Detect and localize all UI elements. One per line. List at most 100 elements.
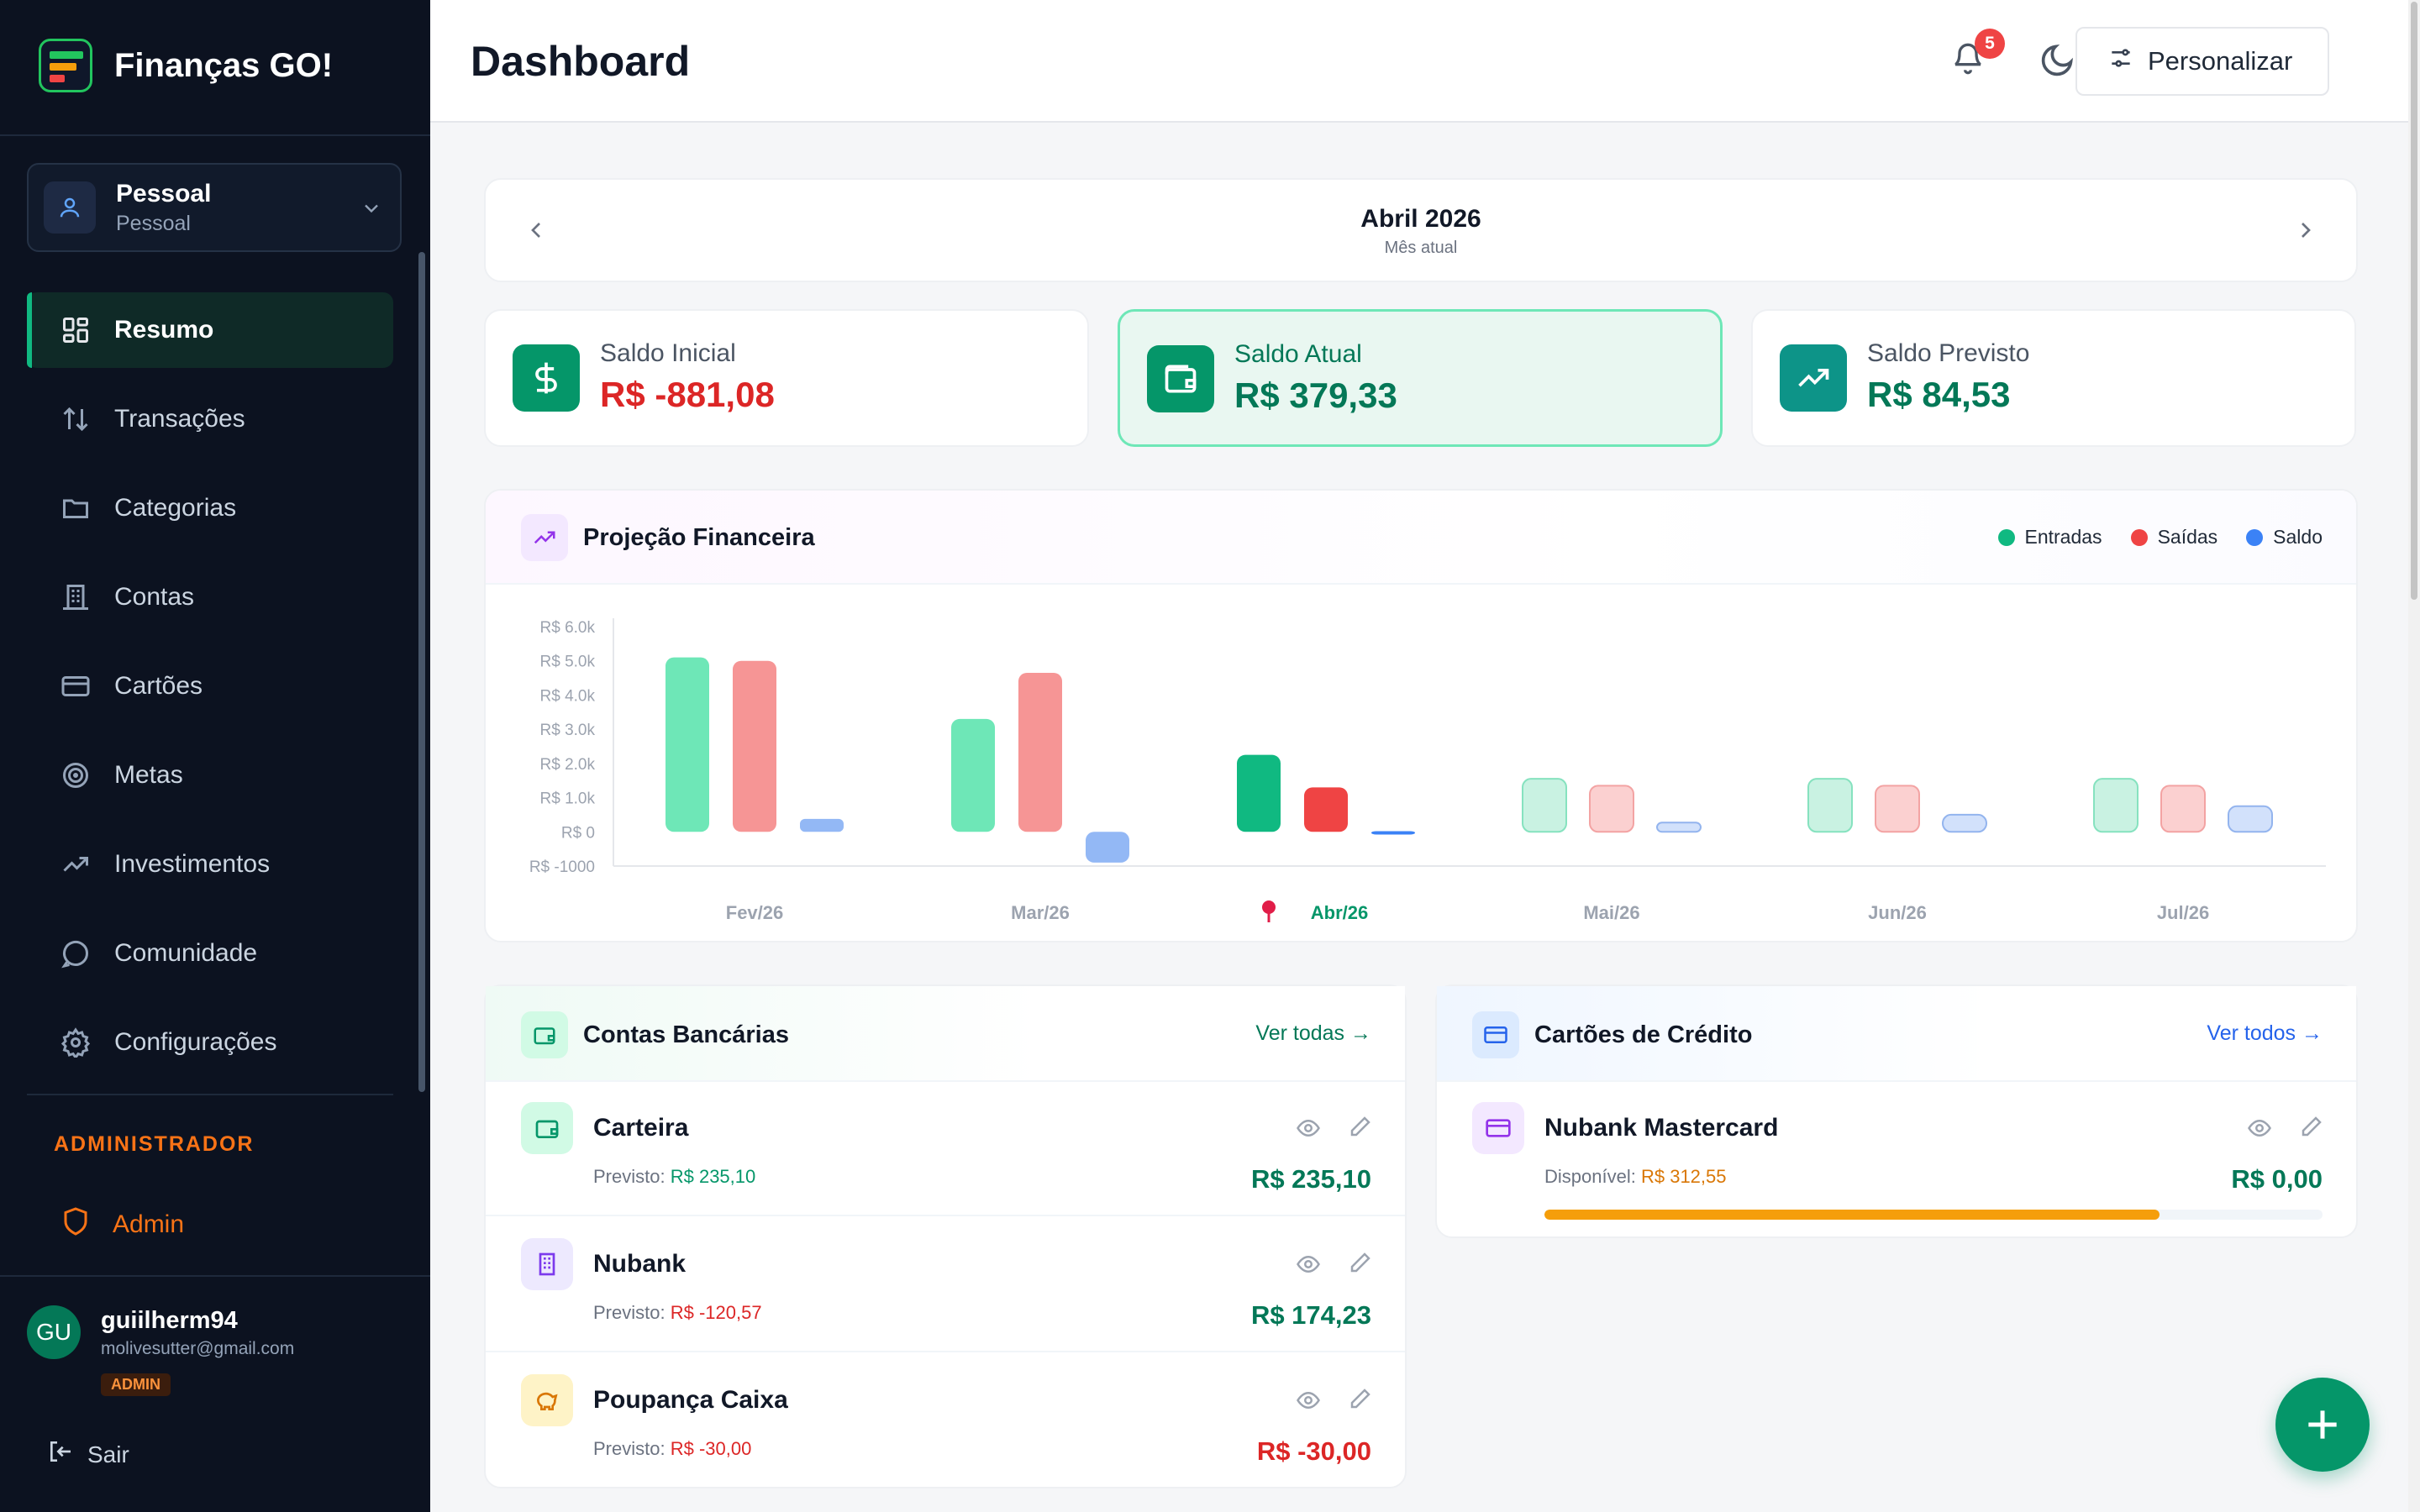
account-name: Poupança Caixa	[593, 1386, 788, 1414]
divider	[27, 1094, 393, 1095]
chart-bar-entradas	[1522, 778, 1567, 833]
profile-name: Pessoal	[116, 179, 212, 207]
card-available: Disponível: R$ 312,55	[1544, 1166, 1727, 1188]
customize-button[interactable]: Personalizar	[2075, 27, 2329, 96]
eye-icon[interactable]	[2247, 1116, 2272, 1145]
forecast-label: Previsto:	[593, 1166, 666, 1187]
sidebar-item-admin[interactable]: Admin	[60, 1206, 184, 1243]
chevron-left-icon	[531, 223, 540, 238]
trending-up-icon	[521, 514, 568, 561]
forecast-value: R$ 235,10	[670, 1166, 756, 1187]
add-transaction-button[interactable]	[2275, 1378, 2370, 1472]
chevron-down-icon	[360, 197, 383, 224]
profile-type: Pessoal	[116, 211, 191, 235]
kpi-label: Saldo Inicial	[600, 339, 736, 367]
credit-card-row[interactable]: Nubank Mastercard Disponível: R$ 312,55 …	[1437, 1082, 2356, 1216]
legend-item[interactable]: Saldo	[2246, 526, 2323, 549]
y-tick-label: R$ 1.0k	[540, 790, 596, 808]
edit-icon[interactable]	[1348, 1250, 1373, 1279]
credit-cards-panel: Cartões de Crédito Ver todos → Nubank Ma…	[1435, 984, 2358, 1238]
legend-label: Entradas	[2024, 526, 2102, 548]
logout-button[interactable]: Sair	[47, 1438, 129, 1471]
sidebar-item-categorias[interactable]: Categorias	[27, 470, 393, 546]
piggy-bank-icon	[521, 1374, 573, 1426]
card-icon	[59, 669, 92, 703]
legend-item[interactable]: Saídas	[2130, 526, 2217, 549]
kpi-saldo-previsto[interactable]: Saldo Previsto R$ 84,53	[1751, 309, 2356, 447]
plus-icon	[2308, 1410, 2337, 1439]
account-forecast: Previsto: R$ -30,00	[593, 1438, 751, 1460]
account-row[interactable]: Nubank Previsto: R$ -120,57 R$ 174,23	[486, 1218, 1405, 1352]
sidebar-item-configuracoes[interactable]: Configurações	[27, 1005, 393, 1080]
sidebar-nav: Resumo Transações Categorias Contas Cart…	[27, 292, 393, 1094]
account-row[interactable]: Poupança Caixa Previsto: R$ -30,00 R$ -3…	[486, 1354, 1405, 1488]
card-name: Nubank Mastercard	[1544, 1114, 1779, 1142]
view-all-accounts-link[interactable]: Ver todas →	[1255, 1021, 1371, 1045]
chevron-right-icon	[2302, 223, 2311, 238]
sidebar-item-label: Investimentos	[114, 850, 271, 878]
eye-icon[interactable]	[1296, 1116, 1321, 1145]
sidebar-item-metas[interactable]: Metas	[27, 738, 393, 813]
theme-toggle-button[interactable]	[2039, 42, 2075, 83]
chart-bar-saldo	[1086, 832, 1129, 863]
card-usage-fill	[1544, 1210, 2160, 1220]
edit-icon[interactable]	[1348, 1114, 1373, 1143]
sidebar-item-investimentos[interactable]: Investimentos	[27, 827, 393, 902]
kpi-saldo-inicial[interactable]: Saldo Inicial R$ -881,08	[484, 309, 1089, 447]
month-label: Abril 2026	[1360, 205, 1481, 233]
eye-icon[interactable]	[1296, 1252, 1321, 1281]
main-scrollbar[interactable]	[2408, 0, 2420, 1512]
y-tick-label: R$ 5.0k	[540, 654, 596, 671]
panel-header: Cartões de Crédito Ver todos →	[1437, 986, 2356, 1082]
sidebar-item-label: Metas	[114, 761, 183, 789]
sidebar-item-comunidade[interactable]: Comunidade	[27, 916, 393, 991]
notifications-button[interactable]: 5	[1951, 29, 2005, 82]
chart-bar-saldo	[2228, 805, 2273, 833]
account-row[interactable]: Carteira Previsto: R$ 235,10 R$ 235,10	[486, 1082, 1405, 1216]
gear-icon	[59, 1026, 92, 1059]
divider	[0, 1275, 430, 1277]
sidebar-item-label: Contas	[114, 583, 195, 611]
edit-icon[interactable]	[1348, 1386, 1373, 1415]
edit-icon[interactable]	[2299, 1114, 2324, 1143]
previous-month-button[interactable]	[523, 217, 550, 248]
pin-icon	[1262, 900, 1276, 914]
card-icon	[1472, 1102, 1524, 1154]
next-month-button[interactable]	[2292, 217, 2319, 248]
forecast-label: Previsto:	[593, 1302, 666, 1323]
eye-icon[interactable]	[1296, 1388, 1321, 1417]
x-tick-label: Abr/26	[1311, 902, 1368, 923]
profile-selector[interactable]: Pessoal Pessoal	[27, 163, 402, 252]
sidebar-item-label: Admin	[113, 1210, 185, 1238]
sidebar-item-resumo[interactable]: Resumo	[27, 292, 393, 368]
brand[interactable]: Finanças GO!	[39, 39, 333, 92]
sidebar-item-transacoes[interactable]: Transações	[27, 381, 393, 457]
forecast-label: Previsto:	[593, 1438, 666, 1459]
user-email: molivesutter@gmail.com	[101, 1339, 295, 1358]
legend-swatch	[2130, 528, 2148, 546]
kpi-label: Saldo Atual	[1234, 340, 1362, 368]
chart-header: Projeção Financeira Entradas Saídas Sald…	[486, 491, 2356, 585]
dollar-icon	[513, 344, 580, 412]
legend-item[interactable]: Entradas	[1997, 526, 2102, 549]
folder-icon	[59, 491, 92, 525]
building-icon	[59, 580, 92, 614]
sidebar-item-contas[interactable]: Contas	[27, 559, 393, 635]
sidebar-item-cartoes[interactable]: Cartões	[27, 648, 393, 724]
sidebar-scrollbar[interactable]	[418, 252, 425, 1092]
moon-icon	[2041, 45, 2073, 76]
trending-up-icon	[59, 848, 92, 881]
sliders-icon	[2107, 45, 2134, 78]
avatar[interactable]: GU	[27, 1305, 81, 1359]
y-tick-label: R$ -1000	[529, 858, 595, 876]
chart-bar-saídas	[1304, 787, 1348, 832]
sidebar-item-label: Cartões	[114, 672, 203, 700]
kpi-value: R$ 379,33	[1234, 375, 1397, 415]
card-icon	[1472, 1011, 1519, 1058]
kpi-value: R$ -881,08	[600, 375, 775, 414]
view-all-cards-link[interactable]: Ver todos →	[2207, 1021, 2323, 1045]
logout-label: Sair	[87, 1441, 129, 1467]
wallet-icon	[1147, 345, 1214, 412]
scrollbar-thumb[interactable]	[2411, 2, 2417, 600]
kpi-saldo-atual[interactable]: Saldo Atual R$ 379,33	[1118, 309, 1723, 447]
